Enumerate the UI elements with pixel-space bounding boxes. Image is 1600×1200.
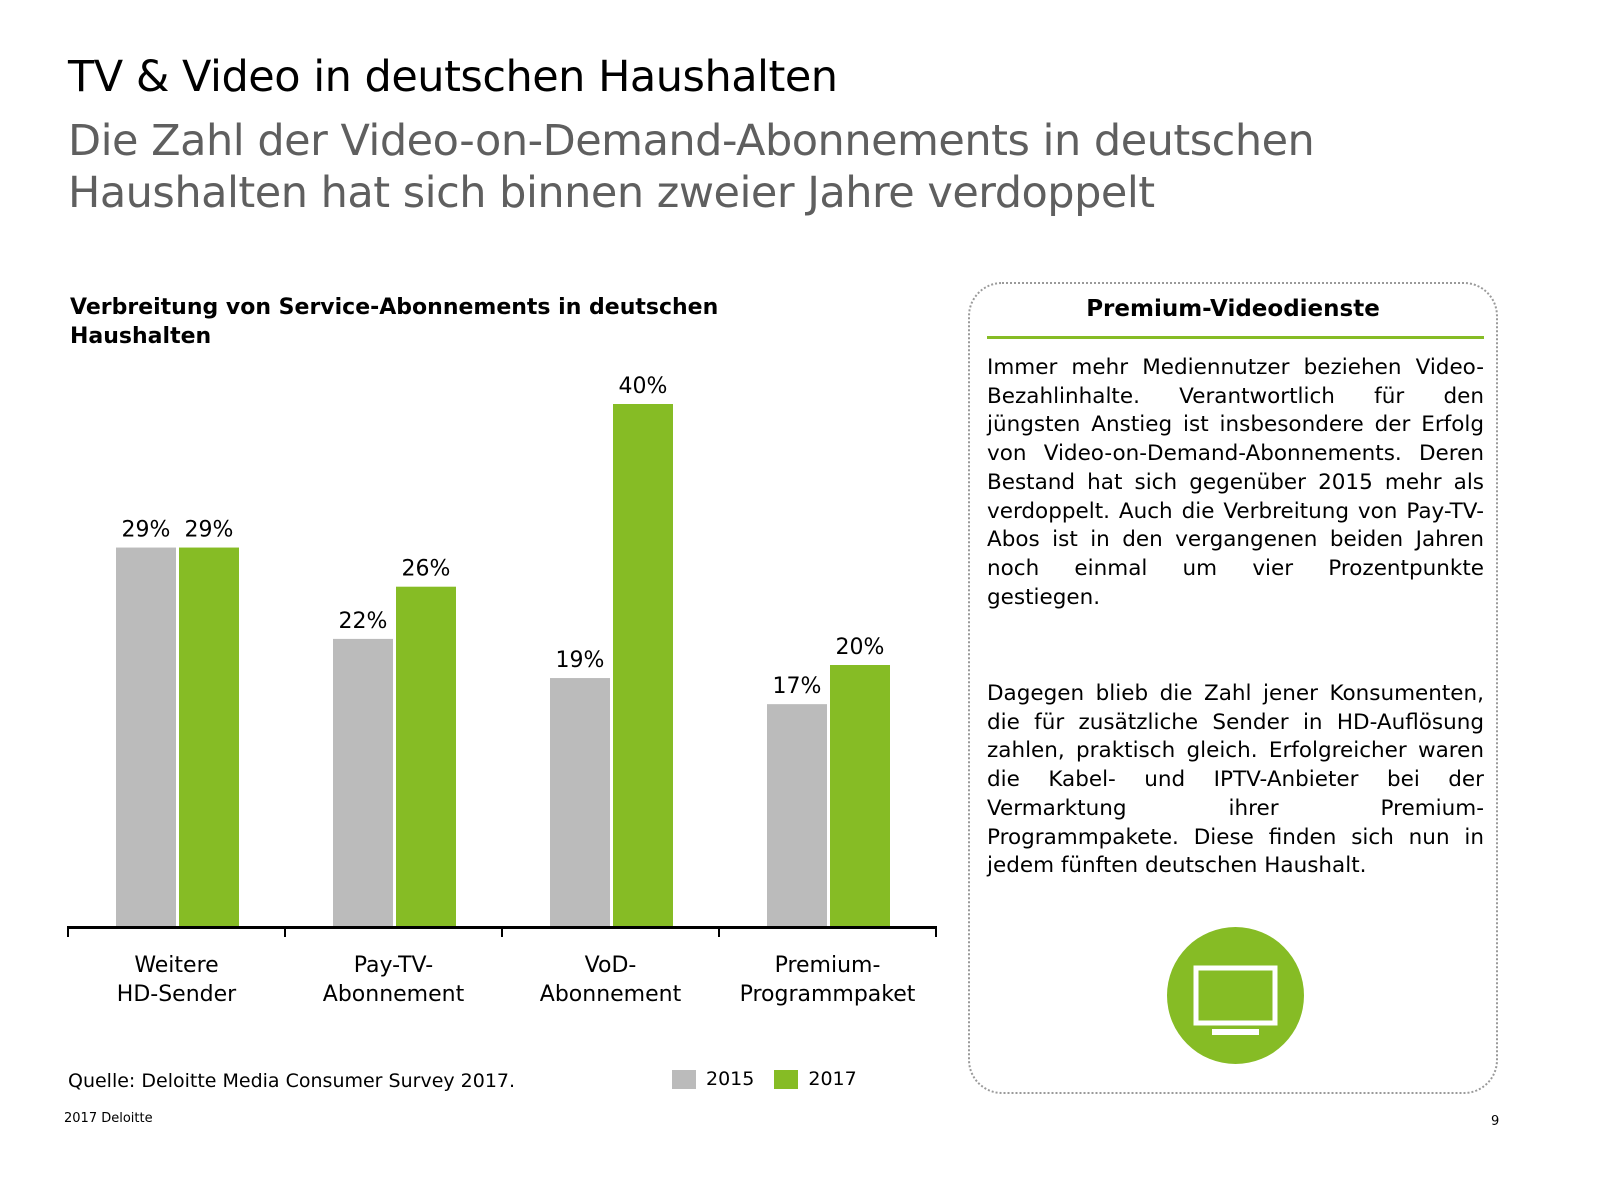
tv-icon-circle [1167,927,1304,1064]
bar-2017-1 [179,547,239,926]
info-box-paragraph-1: Immer mehr Mediennutzer beziehen Video-B… [987,355,1484,610]
page-title: TV & Video in deutschen Haushalten [68,52,838,102]
bar-2015-3 [550,678,610,926]
legend-label-2015: 2015 [706,1068,755,1090]
source-note: Quelle: Deloitte Media Consumer Survey 2… [68,1070,516,1092]
data-label-2015-2: 22% [339,609,388,634]
x-tick-label: Weitere [134,953,218,978]
info-box-title: Premium-Videodienste [1086,296,1380,322]
data-label-2017-1: 29% [185,518,234,543]
bar-2017-3 [613,404,673,926]
bar-2015-4 [767,704,827,926]
info-box-paragraph-2: Dagegen blieb die Zahl jener Konsumenten… [987,681,1484,879]
legend-swatch-2017 [774,1069,799,1089]
bar-2017-4 [830,665,890,926]
data-label-2017-4: 20% [836,635,885,660]
data-label-2017-2: 26% [402,557,451,582]
x-tick-label: VoD- [585,953,637,978]
footer-copyright: 2017 Deloitte [64,1111,153,1126]
data-label-2017-3: 40% [619,374,668,399]
data-label-2015-1: 29% [122,518,171,543]
x-tick-label: Abonnement [323,982,465,1007]
x-tick-label: Programmpaket [740,982,916,1007]
data-label-2015-4: 17% [773,674,822,699]
chart-title: Verbreitung von Service-Abonnements in d… [70,295,719,349]
bar-2015-2 [333,638,393,926]
x-tick-label: Premium- [775,953,881,978]
x-tick-label: HD-Sender [117,982,237,1007]
bar-2015-1 [116,547,176,926]
info-box: Premium-Videodienste Immer mehr Mediennu… [968,282,1498,1094]
info-box-divider [987,336,1484,339]
legend-swatch-2015 [672,1069,696,1089]
legend-item-2017: 2017 [774,1068,857,1090]
data-label-2015-3: 19% [556,648,605,673]
x-tick-label: Pay-TV- [354,953,433,978]
page-subtitle: Die Zahl der Video-on-Demand-Abonnements… [68,116,1315,218]
legend-item-2015: 2015 [672,1068,754,1090]
page-number: 9 [1491,1114,1500,1129]
tv-icon [1193,965,1278,1035]
legend-label-2017: 2017 [808,1068,857,1090]
chart-legend: 2015 2017 [672,1068,877,1090]
bar-chart: 29% 29% Weitere HD-Sender 22% 26% Pay-TV- Abonn… [67,374,937,1007]
bar-2017-2 [396,586,456,926]
x-tick-label: Abonnement [540,982,682,1007]
